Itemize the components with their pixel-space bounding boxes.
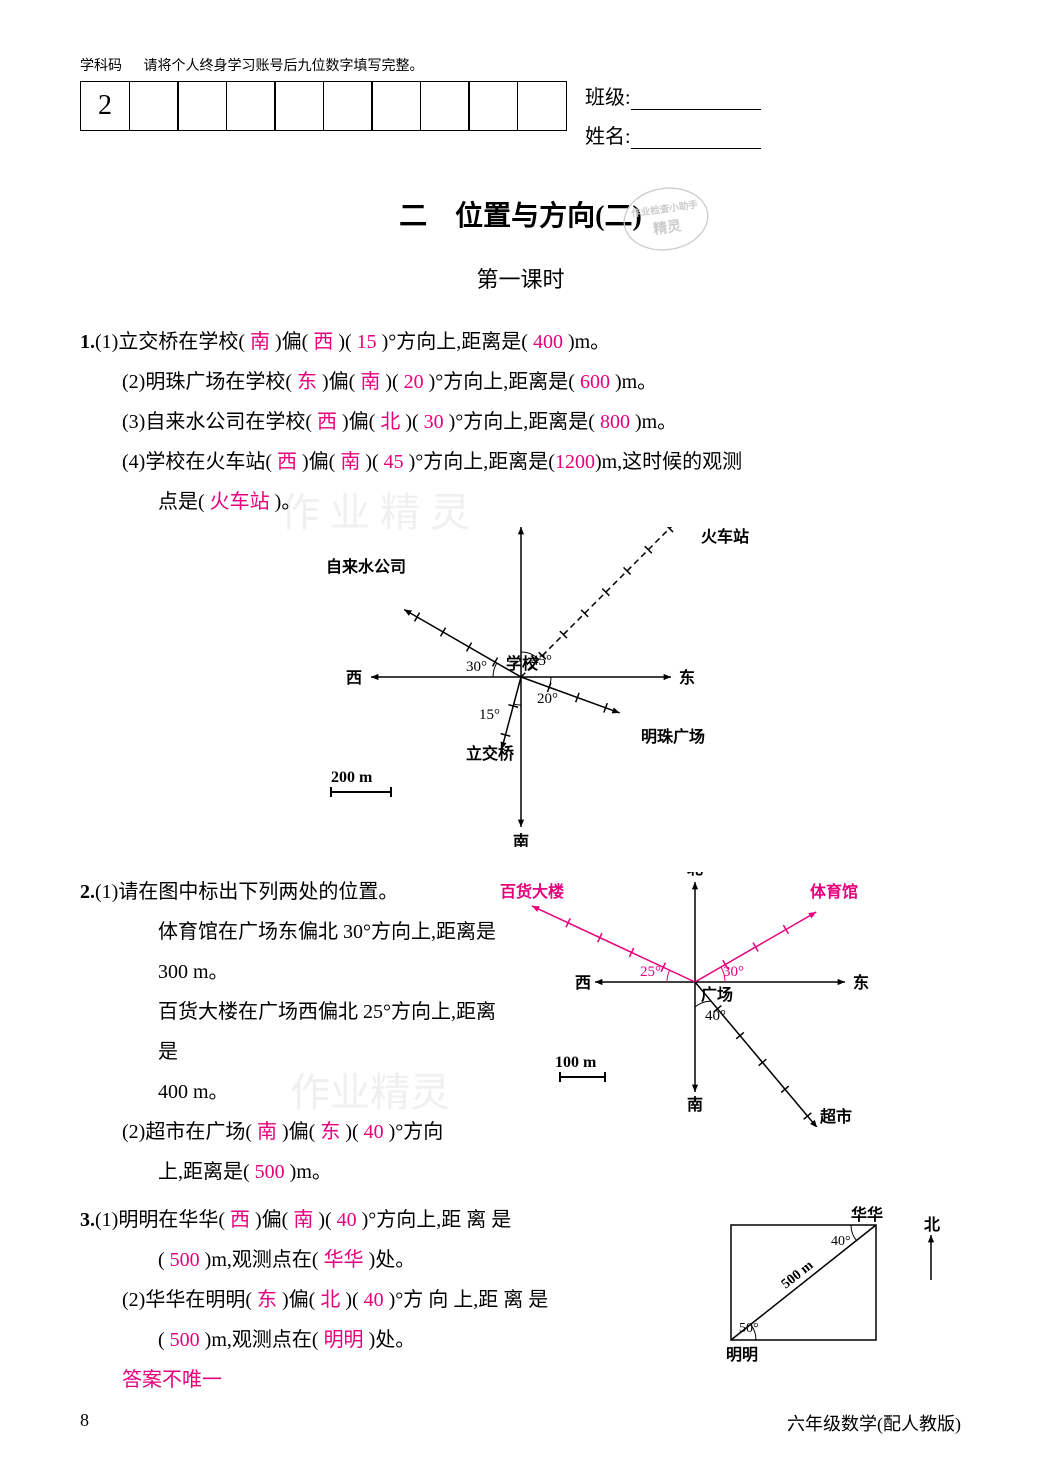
- svg-text:200 m: 200 m: [331, 769, 373, 786]
- svg-text:东: 东: [679, 668, 695, 687]
- class-field[interactable]: [631, 109, 761, 110]
- digit-box-9[interactable]: [517, 81, 567, 131]
- svg-text:火车站: 火车站: [701, 527, 749, 546]
- diagram-1: 北南东西学校火车站自来水公司立交桥明珠广场30°45°20°15°200 m: [80, 527, 961, 852]
- digit-box-2[interactable]: [177, 81, 227, 131]
- question-2: 2.(1)请在图中标出下列两处的位置。 体育馆在广场东偏北 30°方向上,距离是…: [80, 872, 961, 1192]
- svg-text:45°: 45°: [531, 653, 552, 669]
- digit-box-3[interactable]: [226, 81, 276, 131]
- header-label: 学科码 请将个人终身学习账号后九位数字填写完整。: [80, 55, 961, 75]
- svg-text:北: 北: [924, 1216, 940, 1234]
- book-title: 六年级数学(配人教版): [787, 1410, 961, 1436]
- svg-text:25°: 25°: [640, 964, 661, 980]
- digit-box-5[interactable]: [323, 81, 373, 131]
- subtitle: 第一课时: [80, 262, 961, 294]
- svg-text:西: 西: [346, 669, 362, 687]
- digit-box-4[interactable]: [274, 81, 324, 131]
- digit-box-0[interactable]: 2: [80, 81, 130, 131]
- svg-text:40°: 40°: [705, 1008, 726, 1024]
- page-footer: 8 六年级数学(配人教版): [80, 1410, 961, 1436]
- header-row: 2 班级: 姓名:: [80, 81, 961, 159]
- class-label: 班级:: [585, 87, 631, 109]
- page-number: 8: [80, 1410, 89, 1436]
- svg-text:自来水公司: 自来水公司: [326, 557, 406, 576]
- svg-text:明珠广场: 明珠广场: [641, 727, 705, 746]
- svg-text:南: 南: [513, 832, 529, 847]
- svg-text:100 m: 100 m: [555, 1054, 597, 1071]
- svg-text:20°: 20°: [537, 691, 558, 707]
- diagram-2: 北南东西广场体育馆百货大楼超市25°30°40°100 m: [500, 872, 930, 1132]
- svg-text:立交桥: 立交桥: [466, 744, 515, 763]
- name-field[interactable]: [631, 148, 761, 149]
- digit-boxes: 2: [80, 81, 565, 131]
- svg-text:南: 南: [687, 1095, 703, 1114]
- svg-text:百货大楼: 百货大楼: [500, 882, 564, 901]
- svg-text:东: 东: [853, 973, 869, 992]
- svg-text:30°: 30°: [466, 659, 487, 675]
- svg-text:北: 北: [687, 872, 703, 878]
- main-title: 二 位置与方向(二) 作业检查小助手 精灵: [80, 194, 961, 234]
- svg-text:30°: 30°: [723, 964, 744, 980]
- class-name-block: 班级: 姓名:: [585, 81, 761, 159]
- question-1: 1.(1)立交桥在学校( 南 )偏( 西 )( 15 )°方向上,距离是( 40…: [80, 322, 961, 522]
- svg-text:40°: 40°: [831, 1234, 851, 1249]
- digit-box-1[interactable]: [129, 81, 179, 131]
- svg-text:明明: 明明: [726, 1346, 758, 1364]
- diagram-3: 华华明明40°50°500 m北: [711, 1200, 961, 1380]
- digit-box-6[interactable]: [371, 81, 421, 131]
- svg-text:西: 西: [575, 974, 591, 992]
- svg-text:50°: 50°: [739, 1321, 759, 1336]
- svg-text:精灵: 精灵: [652, 217, 683, 238]
- svg-text:体育馆: 体育馆: [810, 882, 858, 901]
- digit-box-8[interactable]: [468, 81, 518, 131]
- svg-text:超市: 超市: [819, 1107, 852, 1126]
- question-3: 3.(1)明明在华华( 西 )偏( 南 )( 40 )°方向上,距 离 是 ( …: [80, 1200, 961, 1400]
- stamp-icon: 作业检查小助手 精灵: [617, 178, 716, 260]
- digit-box-7[interactable]: [420, 81, 470, 131]
- svg-text:作业检查小助手: 作业检查小助手: [630, 198, 699, 219]
- svg-text:华华: 华华: [851, 1205, 883, 1224]
- svg-text:15°: 15°: [479, 707, 500, 723]
- name-label: 姓名:: [585, 126, 631, 148]
